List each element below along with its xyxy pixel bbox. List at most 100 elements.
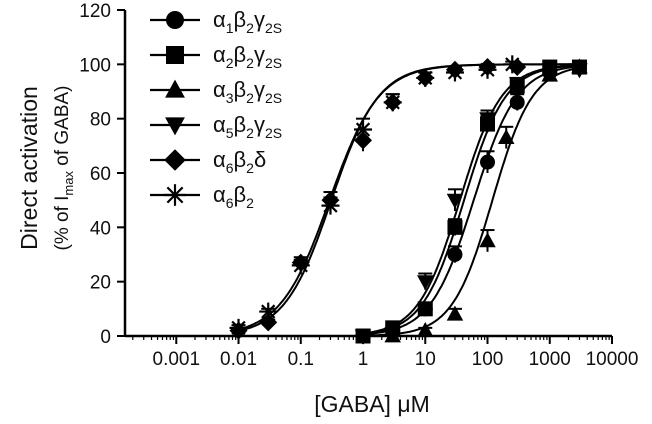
data-point-triangle-down: [479, 112, 496, 128]
data-point-asterisk: [503, 55, 522, 74]
asterisk-stroke: [447, 65, 463, 80]
x-tick-label: 1000: [529, 349, 571, 370]
y-tick-label: 0: [100, 327, 111, 348]
data-point-asterisk: [259, 302, 278, 321]
data-point-square: [166, 46, 184, 64]
data-point-circle: [509, 94, 525, 110]
legend-subscript: 3: [226, 90, 234, 106]
asterisk-stroke: [231, 320, 246, 335]
data-point-asterisk: [478, 60, 497, 79]
legend-subscript: 6: [226, 195, 234, 211]
asterisk-stroke: [166, 186, 184, 204]
legend-symbol: α: [213, 77, 226, 102]
legend-subscript: 2: [246, 125, 254, 141]
x-tick-label: 10000: [586, 349, 639, 370]
legend-subscript: 2: [246, 90, 254, 106]
data-point-circle: [480, 154, 496, 170]
y-axis-subtitle-pre: (% of I: [52, 196, 73, 251]
data-point-asterisk: [383, 93, 402, 112]
data-point-triangle-down: [384, 326, 401, 342]
fit-curves: [238, 63, 580, 337]
legend-subscript: 2S: [265, 125, 282, 141]
data-point-diamond: [164, 149, 186, 171]
legend-item: α6β2δ: [150, 147, 266, 176]
legend-subscript: 2: [246, 160, 254, 176]
legend-symbol: β: [234, 42, 247, 67]
legend-label: α3β2γ2S: [213, 77, 282, 106]
data-point-square: [417, 301, 433, 317]
legend-subscript: 2S: [265, 55, 282, 71]
legend-subscript: 2: [246, 20, 254, 36]
data-point-diamond: [259, 313, 278, 332]
asterisk-stroke: [261, 304, 276, 319]
data-point-triangle-down: [508, 76, 526, 92]
y-axis-subtitle-post: of GABA): [52, 86, 73, 172]
legend-label: α6β2: [213, 182, 254, 211]
asterisk-stroke: [385, 95, 400, 110]
y-axis-subtitle: (% of Imax of GABA): [52, 86, 76, 251]
legend-subscript: 2: [246, 195, 254, 211]
legend-symbol: α: [213, 147, 226, 172]
asterisk-stroke: [505, 57, 520, 72]
legend-item: α3β2γ2S: [150, 77, 282, 106]
legend-symbol: α: [213, 7, 226, 32]
data-point-triangle-up: [165, 79, 185, 98]
y-tick-label: 80: [90, 110, 111, 131]
legend-subscript: 5: [226, 125, 234, 141]
legend-symbol: β: [234, 7, 247, 32]
legend-item: α1β2γ2S: [150, 7, 282, 36]
x-tick-label: 0.001: [153, 349, 201, 370]
legend-symbol: β: [234, 112, 247, 137]
legend-symbol: α: [213, 42, 226, 67]
x-tick-label: 0.1: [288, 349, 314, 370]
data-point-triangle-down: [446, 193, 464, 209]
legend-item: α6β2: [150, 182, 254, 211]
data-point-circle: [166, 11, 184, 29]
y-axis-title: Direct activation: [16, 86, 42, 250]
data-point-triangle-up: [479, 232, 496, 248]
data-point-asterisk: [354, 120, 373, 139]
data-point-asterisk: [321, 196, 340, 215]
x-tick-label: 100: [472, 349, 504, 370]
legend-item: α5β2γ2S: [150, 112, 282, 141]
legend-subscript: 2: [226, 55, 234, 71]
data-point-triangle-down: [541, 63, 559, 79]
data-point-triangle-down: [571, 63, 588, 79]
legend-symbol: β: [234, 147, 247, 172]
x-axis-title: [GABA] μM: [314, 391, 430, 417]
legend-label: α2β2γ2S: [213, 42, 282, 71]
asterisk-stroke: [323, 198, 338, 213]
data-point-square: [447, 219, 463, 235]
x-tick-label: 10: [415, 349, 436, 370]
data-point-triangle-down: [165, 117, 185, 136]
legend-subscript: 2: [246, 55, 254, 71]
data-point-circle: [447, 247, 463, 262]
asterisk-stroke: [480, 62, 495, 77]
legend-symbol: β: [234, 77, 247, 102]
y-axis-subtitle-sub: max: [61, 171, 76, 196]
legend-symbol: β: [234, 182, 247, 207]
legend-label: α1β2γ2S: [213, 7, 282, 36]
axes: 0 20 40 60 80 100 120 0.001 0.01 0.1 1 10 100 1000 100…: [79, 1, 638, 370]
data-point-triangle-down: [417, 275, 434, 291]
data-point-triangle-up: [417, 321, 434, 337]
data-point-asterisk: [445, 63, 464, 82]
data-points: [229, 55, 588, 345]
legend-symbol: δ: [254, 147, 266, 172]
legend-symbol: γ: [254, 42, 265, 67]
y-tick-label: 120: [79, 1, 111, 22]
legend-symbol: γ: [254, 112, 265, 137]
data-point-asterisk: [416, 68, 435, 87]
x-tick-label: 0.01: [220, 349, 257, 370]
y-tick-label: 100: [79, 55, 111, 76]
data-point-triangle-up: [497, 129, 515, 145]
data-point-triangle-up: [446, 305, 464, 321]
legend-subscript: 1: [226, 20, 234, 36]
legend-subscript: 6: [226, 160, 234, 176]
legend-symbol: α: [213, 182, 226, 207]
asterisk-stroke: [293, 258, 308, 273]
x-tick-label: 1: [358, 349, 369, 370]
asterisk-stroke: [418, 70, 433, 86]
y-tick-label: 20: [90, 273, 111, 294]
